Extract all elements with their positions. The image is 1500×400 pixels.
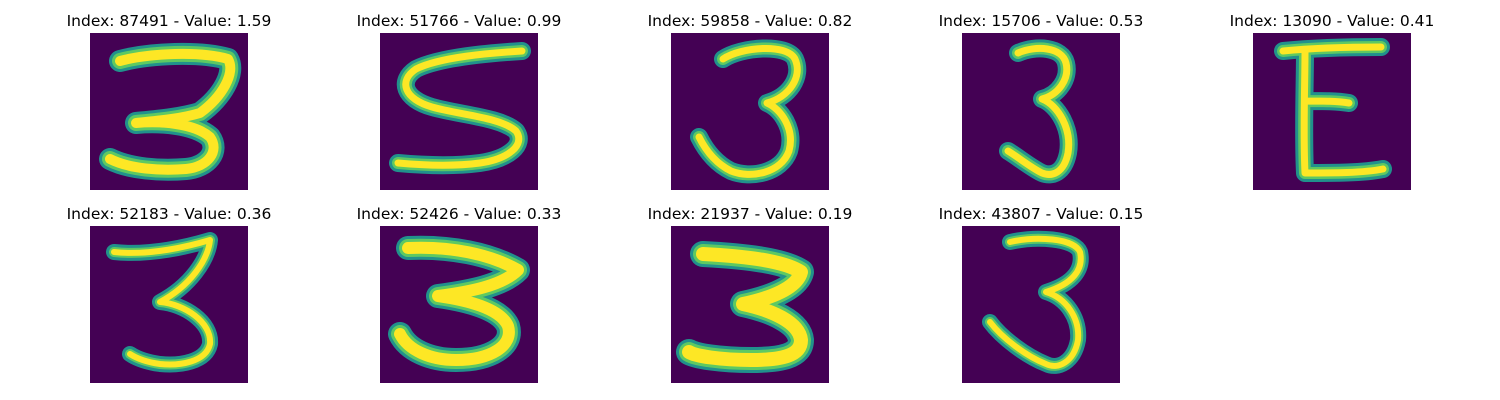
panel-title: Index: 13090 - Value: 0.41 [1229, 12, 1435, 30]
digit-image-3 [962, 33, 1120, 190]
panel-title: Index: 52426 - Value: 0.33 [356, 205, 562, 223]
panel-3: Index: 59858 - Value: 0.82 [610, 11, 890, 191]
panel-4: Index: 15706 - Value: 0.53 [901, 11, 1181, 191]
digit-image-e [1253, 33, 1411, 190]
panel-9: Index: 43807 - Value: 0.15 [901, 204, 1181, 384]
digit-image-3 [671, 226, 829, 383]
panel-1: Index: 87491 - Value: 1.59 [29, 11, 309, 191]
digit-image-3 [380, 226, 538, 383]
panel-title: Index: 15706 - Value: 0.53 [938, 12, 1144, 30]
digit-image-3 [962, 226, 1120, 383]
panel-title: Index: 52183 - Value: 0.36 [66, 205, 272, 223]
panel-title: Index: 59858 - Value: 0.82 [647, 12, 853, 30]
panel-5: Index: 13090 - Value: 0.41 [1192, 11, 1472, 191]
panel-7: Index: 52426 - Value: 0.33 [319, 204, 599, 384]
digit-image-s [380, 33, 538, 190]
digit-image-3 [90, 33, 248, 190]
panel-6: Index: 52183 - Value: 0.36 [29, 204, 309, 384]
panel-title: Index: 51766 - Value: 0.99 [356, 12, 562, 30]
panel-title: Index: 87491 - Value: 1.59 [66, 12, 272, 30]
panel-8: Index: 21937 - Value: 0.19 [610, 204, 890, 384]
panel-2: Index: 51766 - Value: 0.99 [319, 11, 599, 191]
panel-title: Index: 43807 - Value: 0.15 [938, 205, 1144, 223]
digit-image-3 [90, 226, 248, 383]
panel-title: Index: 21937 - Value: 0.19 [647, 205, 853, 223]
digit-image-3 [671, 33, 829, 190]
